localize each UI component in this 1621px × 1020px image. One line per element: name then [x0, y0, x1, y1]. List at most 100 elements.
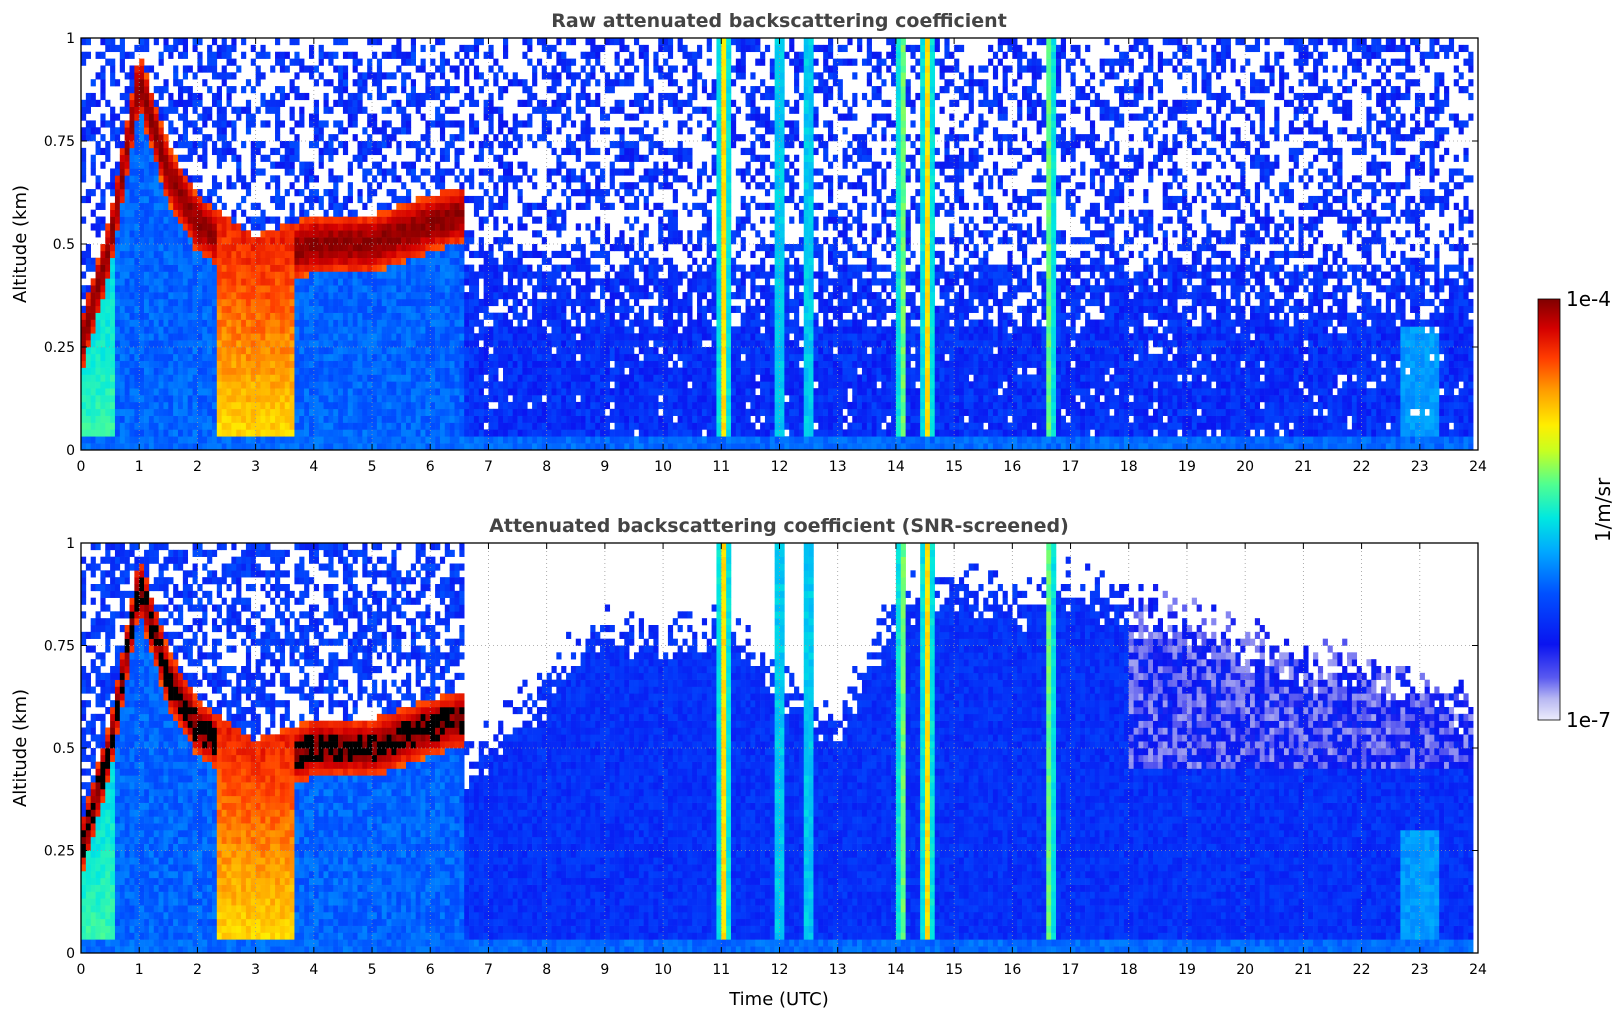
heatmap-cell — [207, 230, 213, 238]
heatmap-cell — [226, 92, 232, 101]
heatmap-cell — [85, 244, 91, 252]
heatmap-cell — [275, 353, 281, 362]
heatmap-cell — [386, 360, 392, 368]
heatmap-cell — [362, 257, 368, 265]
heatmap-cell — [546, 86, 552, 94]
heatmap-cell — [304, 436, 310, 444]
heatmap-cell — [134, 127, 140, 135]
heatmap-cell — [580, 415, 586, 423]
heatmap-cell — [425, 202, 431, 210]
heatmap-cell — [275, 216, 281, 224]
heatmap-cell — [148, 182, 155, 190]
heatmap-cell — [386, 271, 392, 279]
heatmap-cell — [279, 141, 286, 149]
heatmap-cell — [580, 292, 586, 300]
heatmap-cell — [265, 298, 271, 307]
heatmap-cell — [566, 388, 572, 396]
heatmap-cell — [187, 250, 193, 259]
heatmap-cell — [473, 285, 480, 293]
heatmap-cell — [100, 120, 106, 128]
heatmap-cell — [318, 298, 324, 307]
heatmap-cell — [444, 141, 450, 149]
heatmap-cell — [134, 278, 140, 286]
heatmap-cell — [148, 305, 155, 313]
heatmap-cell — [546, 408, 552, 416]
heatmap-cell — [100, 319, 106, 327]
heatmap-cell — [95, 72, 101, 80]
heatmap-cell — [464, 312, 470, 320]
heatmap-cell — [270, 374, 276, 382]
heatmap-cell — [304, 360, 310, 368]
heatmap-cell — [182, 223, 189, 231]
heatmap-cell — [376, 257, 383, 265]
heatmap-cell — [182, 271, 189, 279]
heatmap-cell — [546, 72, 552, 80]
heatmap-cell — [129, 340, 135, 348]
heatmap-cell — [114, 202, 121, 210]
heatmap-cell — [304, 257, 310, 265]
heatmap-cell — [362, 244, 368, 252]
heatmap-cell — [250, 388, 256, 396]
heatmap-cell — [498, 244, 504, 252]
heatmap-cell — [439, 333, 446, 341]
heatmap-cell — [333, 264, 339, 272]
heatmap-cell — [376, 223, 383, 231]
heatmap-cell — [439, 401, 446, 410]
heatmap-cell — [444, 422, 450, 430]
heatmap-cell — [275, 106, 281, 114]
heatmap-cell — [401, 298, 407, 307]
heatmap-cell — [396, 285, 402, 293]
heatmap-cell — [444, 154, 450, 162]
heatmap-cell — [187, 319, 193, 327]
heatmap-cell — [488, 92, 494, 101]
heatmap-cell — [226, 257, 232, 265]
heatmap-cell — [221, 223, 227, 231]
heatmap-cell — [464, 175, 470, 183]
heatmap-cell — [507, 237, 514, 245]
heatmap-cell — [367, 195, 373, 204]
heatmap-cell — [173, 257, 179, 265]
heatmap-cell — [478, 353, 484, 362]
heatmap-cell — [546, 401, 552, 410]
heatmap-cell — [435, 38, 441, 46]
heatmap-cell — [401, 257, 407, 265]
heatmap-cell — [401, 58, 407, 66]
heatmap-cell — [318, 120, 324, 128]
heatmap-cell — [250, 250, 256, 259]
heatmap-cell — [362, 388, 368, 396]
heatmap-cell — [294, 395, 300, 403]
heatmap-cell — [284, 244, 290, 252]
heatmap-cell — [493, 353, 499, 362]
heatmap-cell — [173, 360, 179, 368]
heatmap-cell — [284, 367, 290, 375]
heatmap-cell — [197, 285, 203, 293]
heatmap-cell — [367, 374, 373, 382]
heatmap-cell — [241, 223, 247, 231]
heatmap-cell — [498, 141, 504, 149]
heatmap-cell — [449, 401, 455, 410]
heatmap-cell — [294, 367, 300, 375]
heatmap-cell — [425, 388, 431, 396]
heatmap-cell — [566, 408, 572, 416]
heatmap-cell — [294, 340, 300, 348]
heatmap-cell — [216, 305, 222, 313]
heatmap-cell — [158, 134, 164, 142]
heatmap-cell — [328, 347, 334, 355]
heatmap-cell — [372, 340, 378, 348]
heatmap-cell — [323, 326, 329, 334]
heatmap-cell — [410, 271, 416, 279]
heatmap-cell — [551, 408, 557, 416]
heatmap-cell — [609, 79, 615, 87]
heatmap-cell — [81, 422, 87, 430]
heatmap-cell — [124, 244, 130, 252]
heatmap-cell — [406, 195, 412, 204]
heatmap-cell — [367, 223, 373, 231]
heatmap-cell — [139, 244, 145, 252]
heatmap-cell — [134, 326, 140, 334]
heatmap-cell — [134, 168, 140, 176]
heatmap-cell — [352, 237, 358, 245]
heatmap-cell — [546, 257, 552, 265]
heatmap-cell — [503, 360, 509, 368]
heatmap-cell — [381, 250, 387, 259]
heatmap-cell — [357, 436, 363, 444]
